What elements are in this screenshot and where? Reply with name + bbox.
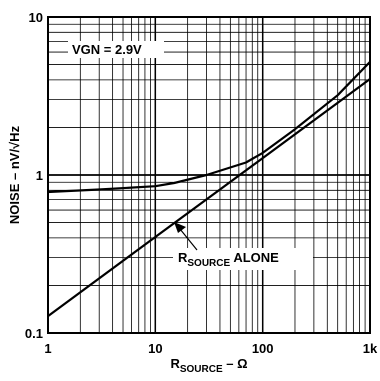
x-axis-label-tail: – Ω [223,356,248,371]
vgn-label: VGN = 2.9V [72,42,142,57]
rsource-alone-main: R [178,250,188,265]
rsource-alone-sub: SOURCE [187,258,230,269]
rsource-alone-label: RSOURCE ALONE [178,250,279,269]
x-axis-label-sub: SOURCE [180,364,223,375]
x-axis-label: RSOURCE – Ω [170,356,247,375]
x-tick-label: 100 [252,341,274,356]
y-axis-label: NOISE – nV/√Hz [7,125,22,224]
vgn-label-background [68,41,164,58]
rsource-alone-tail: ALONE [230,250,279,265]
plot-frame [47,16,371,334]
series-line-1 [47,61,371,194]
y-tick-label: 1 [36,168,43,183]
series-line-2 [47,78,371,317]
rsource-alone-leader-line [179,228,198,251]
series-layer [47,61,371,317]
x-tick-label: 10 [148,341,162,356]
y-tick-label: 10 [29,10,43,25]
x-tick-label: 1 [44,341,51,356]
x-axis-label-main: R [170,356,180,371]
x-tick-label: 1k [363,341,378,356]
y-tick-label: 0.1 [25,326,43,341]
rsource-alone-label-background [173,248,313,270]
arrow-icon [174,222,186,233]
